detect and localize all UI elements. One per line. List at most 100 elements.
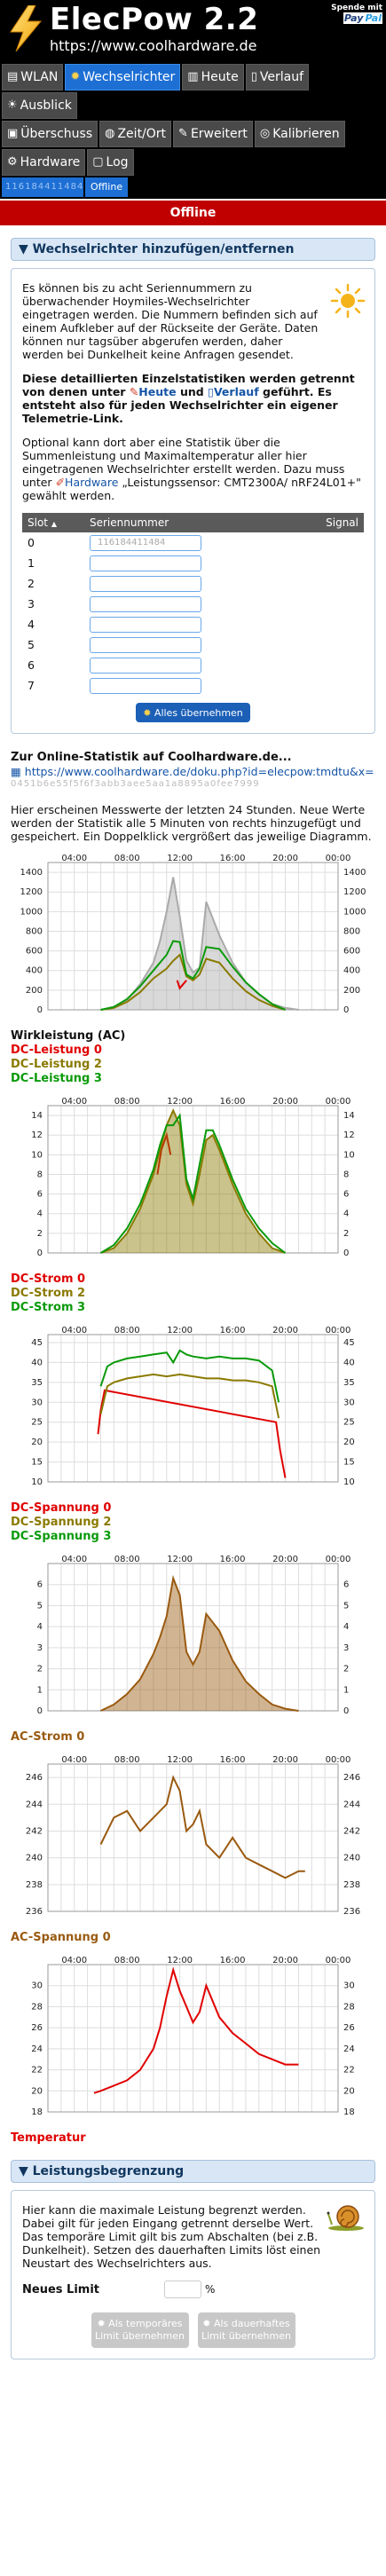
apply-all-button[interactable]: ✹ Alles übernehmen	[136, 703, 250, 722]
bottom-spacer	[0, 2359, 386, 2386]
y-tick-label-right: 45	[343, 1338, 355, 1348]
serial-cell	[84, 675, 288, 696]
series-line	[97, 1389, 287, 1478]
y-tick-label-left: 1	[37, 1685, 43, 1695]
nav-wlan[interactable]: ▤ WLAN	[2, 64, 64, 91]
signal-cell	[288, 634, 364, 655]
x-tick-label: 08:00	[114, 854, 140, 863]
plot-frame	[47, 1964, 339, 2113]
chart-block: 236 236 238 238 240 240 242 242 244 244 246 246 04:0…	[11, 1753, 375, 1945]
line-chart[interactable]: 10 10 15 15 20 20 25 25 30 30 35 35 40 40 45 45 04:00 08:…	[11, 1324, 375, 1501]
serial-input[interactable]	[90, 616, 201, 633]
x-tick-label: 08:00	[114, 1555, 140, 1564]
serial-input[interactable]	[90, 595, 201, 612]
legend-item[interactable]: Wirkleistung (AC)	[11, 1029, 126, 1043]
y-tick-label-left: 238	[26, 1880, 43, 1890]
x-tick-label: 16:00	[220, 1956, 246, 1965]
y-tick-label-left: 800	[26, 926, 43, 936]
y-tick-label-left: 22	[31, 2066, 43, 2076]
limit-section-toggle[interactable]: ▼ Leistungsbegrenzung	[11, 2160, 375, 2183]
nav-label: Hardware	[20, 155, 81, 169]
line-chart[interactable]: 18 18 20 20 22 22 24 24 26 26 28 28 30 30 04:00 08:00 12…	[11, 1954, 375, 2131]
charts-intro: Hier erscheinen Messwerte der letzten 24…	[11, 803, 372, 843]
nav-verlauf[interactable]: ▯ Verlauf	[245, 64, 310, 91]
y-tick-label-right: 238	[343, 1880, 360, 1890]
series-area	[100, 1578, 299, 1711]
legend-item[interactable]: DC-Strom 2	[11, 1287, 86, 1300]
nav-wechselrichter[interactable]: ✹ Wechselrichter	[65, 64, 181, 91]
col-slot-label: Slot	[28, 516, 48, 529]
nav-hardware[interactable]: ⚙ Hardware	[2, 149, 86, 176]
x-tick-label: 12:00	[167, 1956, 193, 1965]
online-stats-link[interactable]: ▦ https://www.coolhardware.de/doku.php?i…	[11, 765, 375, 778]
legend-item[interactable]: DC-Spannung 2	[11, 1516, 112, 1529]
hardware-icon: ⚙	[7, 155, 18, 169]
y-tick-label-right: 8	[343, 1170, 349, 1179]
serial-input[interactable]	[90, 657, 201, 674]
nav-log[interactable]: ▢ Log	[87, 149, 134, 176]
nav-label: Erweitert	[190, 127, 248, 141]
line-chart[interactable]: 0 0 2 2 4 4 6 6 8 8 10 10 12 12 14 14 04:00 08:00 12:00 16:…	[11, 1095, 375, 1272]
signal-cell	[288, 614, 364, 634]
y-tick-label-left: 28	[31, 2002, 43, 2012]
serial-input[interactable]	[90, 636, 201, 653]
x-tick-label: 04:00	[61, 1326, 87, 1335]
y-tick-label-right: 4	[343, 1622, 349, 1632]
serial-input[interactable]: 116184411484	[90, 534, 201, 551]
nav-zeit-ort[interactable]: ◍ Zeit/Ort	[99, 121, 172, 147]
charts-area: 0 0 200 200 400 400 600 600 800 800 1000 1000 1200 12…	[0, 852, 386, 2146]
x-tick-label: 00:00	[326, 1555, 351, 1564]
lightning-logo-icon	[10, 5, 43, 51]
nav-erweitert[interactable]: ✎ Erweitert	[173, 121, 253, 147]
y-tick-label-left: 4	[37, 1209, 43, 1219]
nav-heute[interactable]: ▥ Heute	[182, 64, 244, 91]
legend-item[interactable]: DC-Spannung 3	[11, 1530, 112, 1543]
x-tick-label: 00:00	[326, 854, 351, 863]
link-verlauf[interactable]: ▯Verlauf	[208, 385, 259, 398]
new-limit-input[interactable]	[164, 2281, 201, 2298]
nav-ausblick[interactable]: ☀ Ausblick	[2, 92, 77, 119]
serial-cell	[84, 614, 288, 634]
donate-button[interactable]: Spende mit Pay Pal	[331, 4, 382, 24]
x-tick-label: 20:00	[272, 1326, 298, 1335]
inverter-section-toggle[interactable]: ▼ Wechselrichter hinzufügen/entfernen	[11, 238, 375, 261]
legend-item[interactable]: DC-Leistung 2	[11, 1058, 102, 1071]
link-heute[interactable]: ✎Heute	[130, 385, 177, 398]
line-chart[interactable]: 0 0 1 1 2 2 3 3 4 4 5 5 6 6 04:00 08:00 12:00 16:00 20:00 0…	[11, 1553, 375, 1730]
online-stats-url: https://www.coolhardware.de/doku.php?id=…	[24, 765, 374, 778]
serial-input[interactable]	[90, 677, 201, 694]
line-chart[interactable]: 0 0 200 200 400 400 600 600 800 800 1000 1000 1200 12…	[11, 852, 375, 1029]
nav-label: Zeit/Ort	[117, 127, 167, 141]
note-text-c: geführt. Es entsteht also für jeden Wech…	[22, 385, 338, 425]
nav-kalibrieren[interactable]: ◎ Kalibrieren	[254, 121, 345, 147]
inverter-tab-serial[interactable]: 116184411484	[2, 177, 83, 197]
x-tick-label: 08:00	[114, 1097, 140, 1107]
legend-item[interactable]: DC-Spannung 0	[11, 1501, 112, 1515]
legend-item[interactable]: DC-Strom 0	[11, 1272, 86, 1286]
legend-item[interactable]: AC-Spannung 0	[11, 1931, 111, 1944]
nav-ueberschuss[interactable]: ▣ Überschuss	[2, 121, 98, 147]
col-slot[interactable]: Slot ▲	[22, 513, 84, 532]
chart-icon: ✎	[129, 385, 139, 398]
app-url[interactable]: https://www.coolhardware.de	[50, 37, 257, 54]
inverter-tab-status[interactable]: Offline	[85, 177, 129, 197]
x-tick-label: 08:00	[114, 1956, 140, 1965]
chart-block: 0 0 200 200 400 400 600 600 800 800 1000 1000 1200 12…	[11, 852, 375, 1086]
snail-icon	[327, 2205, 364, 2231]
serial-input[interactable]	[90, 575, 201, 592]
legend-item[interactable]: DC-Leistung 3	[11, 1072, 102, 1085]
temp-limit-button[interactable]: ✹ Als temporäres Limit übernehmen	[91, 2312, 189, 2348]
link-hardware[interactable]: ✐Hardware	[56, 476, 119, 489]
nav-row-1: ▤ WLAN ✹ Wechselrichter ▥ Heute ▯ Verlauf ☀ A…	[2, 64, 384, 119]
legend-item[interactable]: Temperatur	[11, 2131, 86, 2145]
app-title: ElecPow 2.2	[50, 2, 259, 37]
legend-item[interactable]: AC-Strom 0	[11, 1730, 85, 1744]
legend-item[interactable]: DC-Strom 3	[11, 1301, 86, 1314]
inverter-optional: Optional kann dort aber eine Statistik ü…	[22, 436, 364, 502]
perm-limit-button[interactable]: ✹ Als dauerhaftes Limit übernehmen	[197, 2312, 295, 2348]
plot-frame	[47, 1334, 339, 1483]
y-tick-label-right: 600	[343, 947, 360, 957]
serial-input[interactable]	[90, 555, 201, 571]
legend-item[interactable]: DC-Leistung 0	[11, 1044, 102, 1057]
line-chart[interactable]: 236 236 238 238 240 240 242 242 244 244 246 246 04:0…	[11, 1753, 375, 1931]
